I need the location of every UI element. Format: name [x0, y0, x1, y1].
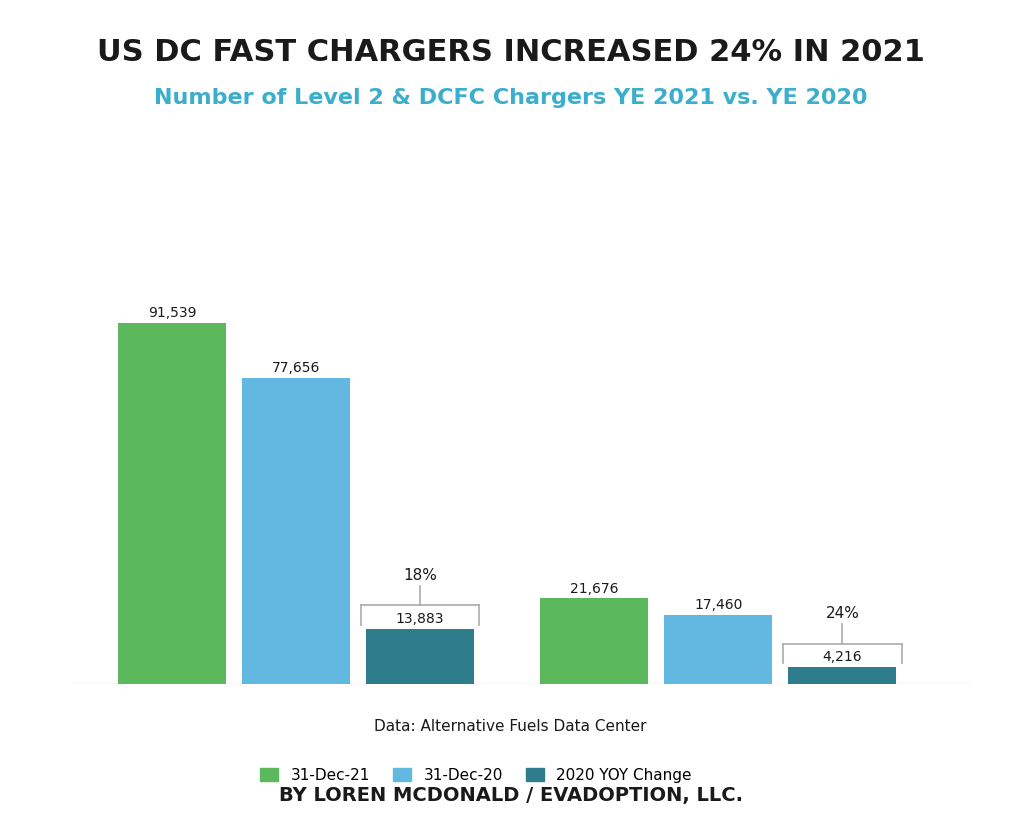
Bar: [665, 615, 772, 684]
Text: 17,460: 17,460: [694, 598, 742, 612]
Bar: [788, 667, 896, 684]
Text: 77,656: 77,656: [272, 361, 321, 375]
Text: Number of Level 2 & DCFC Chargers YE 2021 vs. YE 2020: Number of Level 2 & DCFC Chargers YE 202…: [154, 88, 867, 108]
Bar: [367, 629, 474, 684]
Text: US DC FAST CHARGERS INCREASED 24% IN 2021: US DC FAST CHARGERS INCREASED 24% IN 202…: [97, 38, 924, 67]
Legend: 31-Dec-21, 31-Dec-20, 2020 YOY Change: 31-Dec-21, 31-Dec-20, 2020 YOY Change: [254, 761, 697, 789]
Bar: [118, 323, 226, 684]
Text: 4,216: 4,216: [823, 651, 862, 665]
Text: BY LOREN MCDONALD / EVADOPTION, LLC.: BY LOREN MCDONALD / EVADOPTION, LLC.: [279, 786, 742, 805]
Text: Data: Alternative Fuels Data Center: Data: Alternative Fuels Data Center: [375, 719, 646, 734]
Text: 24%: 24%: [825, 605, 860, 620]
Text: 13,883: 13,883: [396, 612, 444, 626]
Text: 18%: 18%: [403, 568, 437, 583]
Text: 21,676: 21,676: [570, 581, 619, 595]
Bar: [242, 378, 350, 684]
Text: 91,539: 91,539: [148, 306, 196, 320]
Bar: [540, 599, 648, 684]
